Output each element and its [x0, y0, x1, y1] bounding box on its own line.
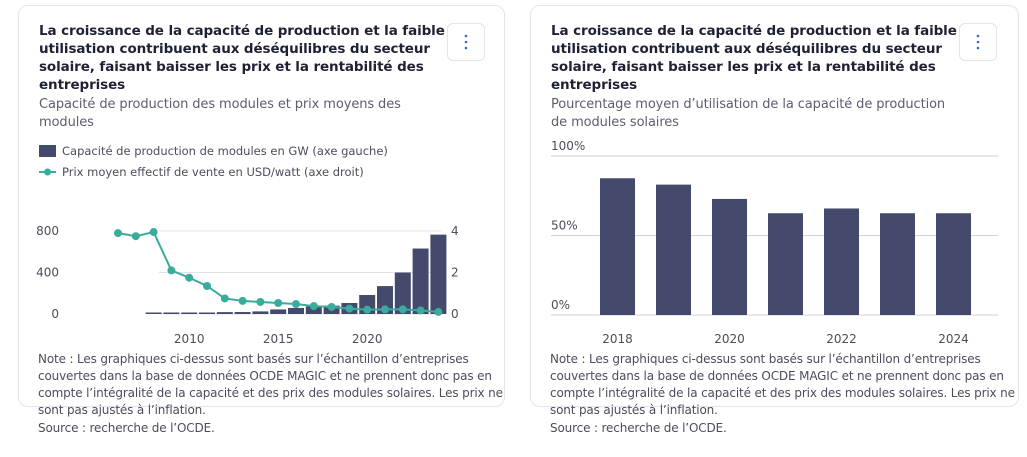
chart-legend: Capacité de production de modules en GW …	[39, 140, 388, 182]
card-subtitle: Pourcentage moyen d’utilisation de la ca…	[551, 97, 946, 130]
y-tick-label: 100%	[551, 139, 585, 153]
kebab-menu-icon	[464, 34, 468, 50]
price-point	[309, 302, 318, 311]
y-tick-label: 0%	[551, 298, 570, 312]
capacity-bar	[270, 309, 287, 314]
capacity-bar	[145, 312, 162, 314]
price-point	[292, 300, 300, 309]
capacity-bar	[216, 312, 233, 314]
capacity-price-chart: 0 400 800 0 2 4 2010 2015 2020	[36, 224, 459, 346]
x-tick-label: 2015	[263, 332, 294, 346]
utilization-bar	[936, 213, 971, 315]
capacity-bar	[394, 272, 411, 314]
chart-note: Note : Les graphiques ci-dessus sont bas…	[38, 352, 503, 417]
x-tick-label: 2024	[938, 332, 969, 346]
utilization-bar	[880, 213, 915, 315]
chart-source: Source : recherche de l’OCDE.	[550, 421, 727, 435]
card-subtitle: Capacité de production des modules et pr…	[39, 97, 401, 130]
chart-card-utilization: La croissance de la capacité de producti…	[530, 5, 1019, 407]
chart-note: Note : Les graphiques ci-dessus sont bas…	[550, 352, 1015, 417]
legend-item-price[interactable]: Prix moyen effectif de vente en USD/watt…	[39, 161, 388, 182]
legend-bar-swatch	[39, 144, 56, 157]
price-point	[327, 302, 336, 311]
utilization-chart: 0% 50% 100% 2018 2020 2022 2024	[551, 139, 998, 346]
price-point	[220, 294, 229, 303]
capacity-bar	[199, 312, 215, 314]
capacity-bar	[377, 286, 393, 314]
utilization-bar	[656, 184, 691, 315]
legend-label: Capacité de production de modules en GW …	[62, 143, 388, 158]
legend-line-swatch	[39, 168, 56, 175]
x-tick-label: 2010	[174, 332, 205, 346]
capacity-bar	[252, 311, 269, 314]
card-title: La croissance de la capacité de producti…	[39, 23, 445, 93]
capacity-bar	[234, 312, 251, 314]
y-right-tick-label: 2	[451, 266, 459, 280]
price-point	[149, 228, 158, 237]
x-tick-label: 2022	[826, 332, 857, 346]
chart-menu-button[interactable]	[959, 23, 997, 61]
price-point	[256, 297, 265, 306]
capacity-bar	[288, 307, 304, 314]
price-point	[185, 273, 194, 282]
y-left-tick-label: 0	[51, 307, 59, 321]
price-point	[238, 296, 247, 305]
x-tick-label: 2020	[714, 332, 745, 346]
price-point	[203, 281, 211, 290]
capacity-bar	[430, 234, 447, 314]
y-left-tick-label: 400	[36, 266, 59, 280]
price-point	[434, 307, 443, 316]
y-right-tick-label: 0	[451, 307, 459, 321]
y-left-tick-label: 800	[36, 224, 59, 238]
price-point	[398, 305, 407, 314]
kebab-menu-icon	[976, 34, 980, 50]
capacity-bar	[181, 312, 198, 314]
price-point	[274, 299, 283, 308]
price-point	[114, 229, 122, 238]
capacity-bar	[305, 306, 322, 314]
price-point	[131, 232, 140, 241]
capacity-bar	[163, 312, 180, 314]
price-point	[167, 266, 176, 275]
legend-item-capacity[interactable]: Capacité de production de modules en GW …	[39, 140, 388, 161]
price-point	[381, 305, 389, 314]
utilization-bar	[712, 198, 747, 315]
price-point	[363, 305, 372, 314]
chart-source: Source : recherche de l’OCDE.	[38, 421, 215, 435]
price-point	[345, 304, 354, 313]
x-tick-label: 2018	[602, 332, 633, 346]
y-tick-label: 50%	[551, 219, 578, 233]
chart-menu-button[interactable]	[447, 23, 485, 61]
utilization-bar	[824, 208, 859, 315]
price-point	[416, 306, 425, 315]
utilization-bar	[600, 178, 635, 315]
y-right-tick-label: 4	[451, 224, 459, 238]
legend-label: Prix moyen effectif de vente en USD/watt…	[62, 164, 364, 179]
chart-card-capacity-price: La croissance de la capacité de producti…	[18, 5, 505, 407]
utilization-bar	[768, 213, 803, 315]
card-title: La croissance de la capacité de producti…	[551, 23, 957, 93]
x-tick-label: 2020	[352, 332, 383, 346]
capacity-bar	[412, 248, 429, 314]
